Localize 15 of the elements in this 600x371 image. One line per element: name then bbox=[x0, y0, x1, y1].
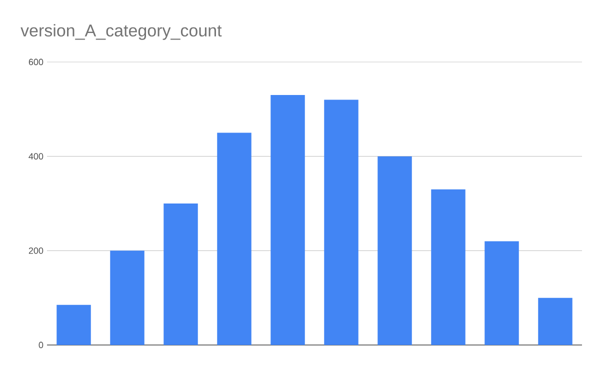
y-tick-label: 600 bbox=[28, 58, 44, 66]
bar bbox=[270, 95, 305, 345]
bar bbox=[324, 100, 358, 345]
bar bbox=[217, 132, 252, 345]
bar bbox=[431, 189, 466, 345]
bar bbox=[110, 250, 144, 345]
bar bbox=[538, 298, 572, 345]
y-tick-label: 0 bbox=[38, 342, 44, 348]
bar bbox=[164, 203, 198, 345]
bar bbox=[484, 241, 519, 345]
chart-title: version_A_category_count bbox=[20, 24, 222, 40]
bar bbox=[378, 156, 412, 345]
y-tick-label: 400 bbox=[28, 153, 44, 160]
y-tick-label: 200 bbox=[28, 247, 44, 254]
bar bbox=[56, 304, 91, 345]
